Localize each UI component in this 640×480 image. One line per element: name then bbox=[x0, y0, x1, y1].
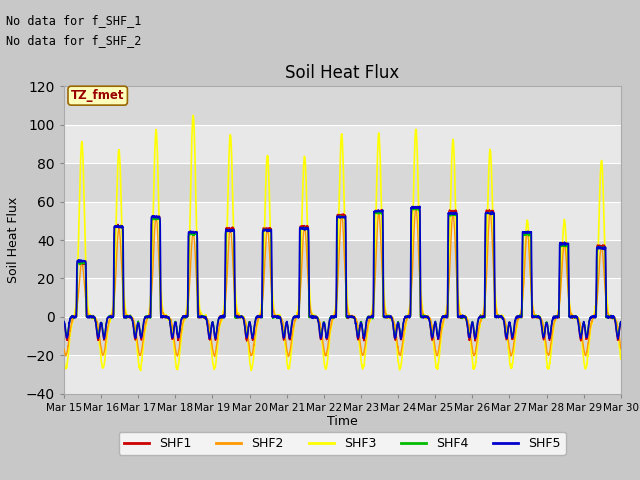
Bar bbox=[64, 86, 621, 125]
Bar bbox=[64, 240, 621, 278]
X-axis label: Time: Time bbox=[327, 415, 358, 429]
Bar bbox=[64, 317, 621, 355]
Text: No data for f_SHF_1: No data for f_SHF_1 bbox=[6, 14, 142, 27]
Text: TZ_fmet: TZ_fmet bbox=[71, 89, 124, 102]
Bar bbox=[64, 355, 621, 394]
Bar bbox=[64, 202, 621, 240]
Title: Soil Heat Flux: Soil Heat Flux bbox=[285, 64, 399, 82]
Y-axis label: Soil Heat Flux: Soil Heat Flux bbox=[7, 197, 20, 283]
Text: No data for f_SHF_2: No data for f_SHF_2 bbox=[6, 34, 142, 47]
Bar bbox=[64, 278, 621, 317]
Bar bbox=[64, 163, 621, 202]
Bar bbox=[64, 125, 621, 163]
Legend: SHF1, SHF2, SHF3, SHF4, SHF5: SHF1, SHF2, SHF3, SHF4, SHF5 bbox=[119, 432, 566, 455]
